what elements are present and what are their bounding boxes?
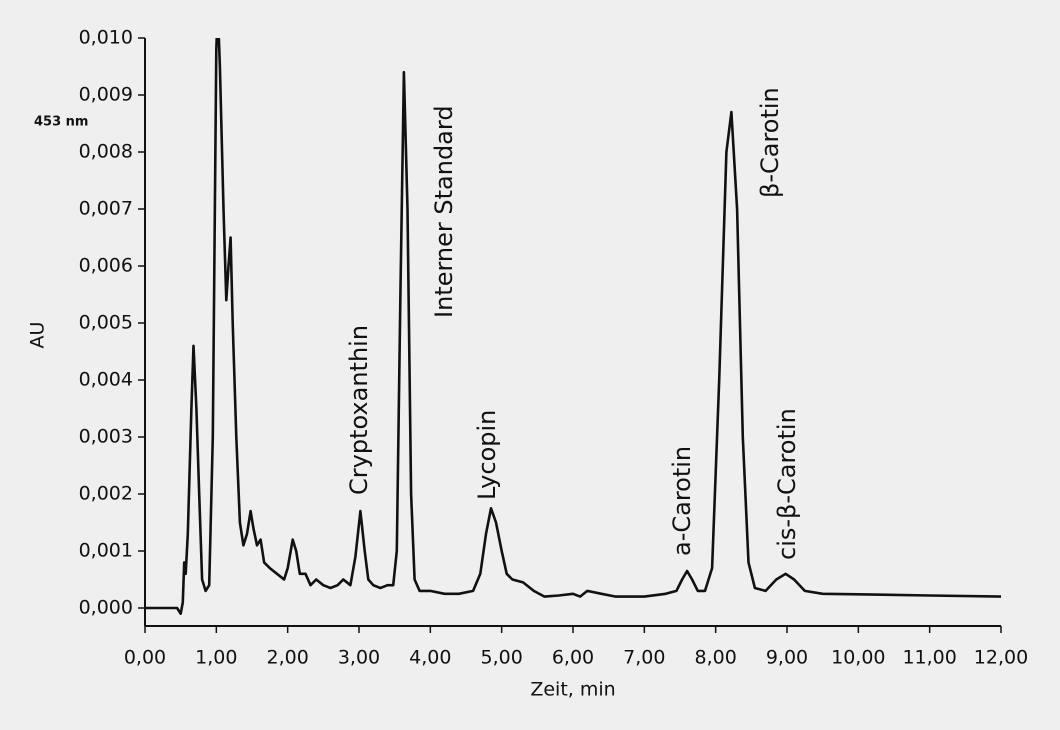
peak-label: a-Carotin [668, 446, 696, 556]
x-axis-label: Zeit, min [530, 679, 615, 701]
y-tick-label: 0,007 [79, 198, 133, 220]
y-tick-label: 0,006 [79, 255, 133, 277]
x-tick-label: 6,00 [552, 647, 594, 669]
x-tick-label: 0,00 [124, 647, 166, 669]
x-tick-label: 1,00 [195, 647, 237, 669]
x-tick-label: 12,00 [974, 647, 1028, 669]
x-tick-label: 10,00 [831, 647, 885, 669]
x-tick-label: 7,00 [623, 647, 665, 669]
peak-label: β-Carotin [756, 87, 784, 198]
trace [145, 38, 1001, 615]
x-tick-label: 8,00 [695, 647, 737, 669]
peak-label: Interner Standard [430, 105, 458, 318]
y-tick-label: 0,002 [79, 483, 133, 505]
y-tick-label: 0,004 [79, 369, 133, 391]
y-tick-label: 0,010 [79, 27, 133, 49]
x-tick-label: 11,00 [902, 647, 956, 669]
x-tick-label: 4,00 [409, 647, 451, 669]
y-tick-label: 0,009 [79, 84, 133, 106]
x-tick-label: 3,00 [338, 647, 380, 669]
y-tick-label: 0,003 [79, 426, 133, 448]
x-tick-label: 2,00 [267, 647, 309, 669]
peak-label: Lycopin [473, 410, 501, 500]
y-tick-label: 0,001 [79, 540, 133, 562]
y-tick-label: 0,005 [79, 312, 133, 334]
y-axis-label: AU [27, 322, 49, 349]
x-tick-label: 5,00 [481, 647, 523, 669]
detector-label: 453 nm [34, 115, 88, 130]
y-tick-label: 0,000 [79, 597, 133, 619]
peak-label: cis-β-Carotin [773, 408, 801, 560]
y-tick-label: 0,008 [79, 141, 133, 163]
peak-label: Cryptoxanthin [345, 325, 373, 495]
x-tick-label: 9,00 [766, 647, 808, 669]
